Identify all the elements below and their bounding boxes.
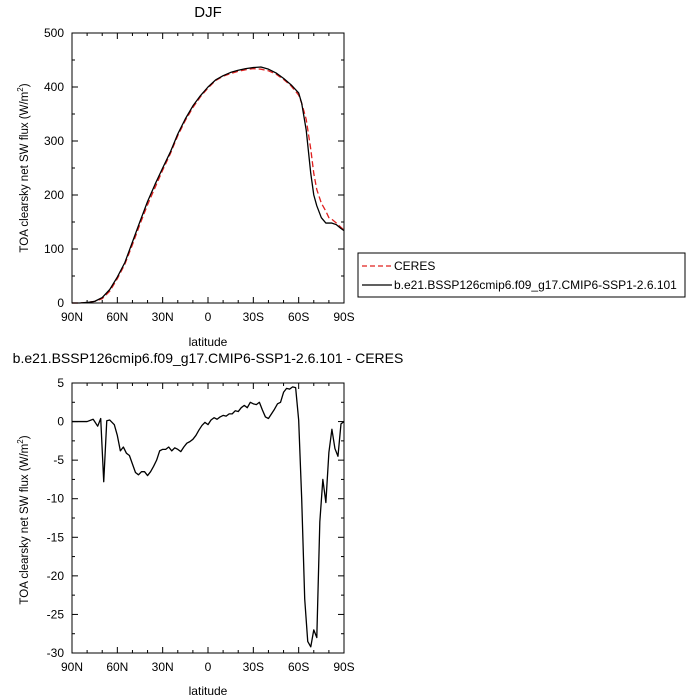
top-x-tick-label: 90N bbox=[61, 310, 83, 324]
top-y-axis-label: TOA clearsky net SW flux (W/m2) bbox=[16, 83, 31, 252]
bottom-y-tick-label: -5 bbox=[53, 453, 64, 467]
bottom-y-tick-label: -10 bbox=[47, 492, 65, 506]
top-series-line-ceres bbox=[72, 67, 345, 304]
top-y-tick-label: 500 bbox=[44, 26, 64, 40]
bottom-y-tick-label: -20 bbox=[47, 569, 65, 583]
top-x-axis-label: latitude bbox=[189, 335, 228, 349]
bottom-x-tick-label: 30N bbox=[152, 660, 174, 674]
bottom-y-tick-label: 0 bbox=[57, 415, 64, 429]
top-x-tick-label: 0 bbox=[205, 310, 212, 324]
legend-label-ceres: CERES bbox=[394, 259, 435, 273]
bottom-y-tick-label: -15 bbox=[47, 530, 65, 544]
bottom-x-tick-label: 60S bbox=[288, 660, 309, 674]
top-x-tick-label: 60S bbox=[288, 310, 309, 324]
top-y-tick-label: 400 bbox=[44, 80, 64, 94]
top-y-tick-label: 0 bbox=[57, 296, 64, 310]
top-plot-frame bbox=[71, 32, 345, 304]
bottom-y-tick-label: -30 bbox=[47, 646, 65, 660]
top-series-line-b bbox=[72, 66, 345, 304]
top-x-tick-label: 30S bbox=[243, 310, 264, 324]
legend-box bbox=[357, 252, 686, 298]
top-y-tick-label: 200 bbox=[44, 188, 64, 202]
legend-label-model: b.e21.BSSP126cmip6.f09_g17.CMIP6-SSP1-2.… bbox=[394, 278, 677, 292]
bottom-series-line-0 bbox=[72, 386, 345, 648]
svg-text:TOA clearsky net SW flux (W/m2: TOA clearsky net SW flux (W/m2) bbox=[16, 83, 31, 252]
bottom-chart-title: b.e21.BSSP126cmip6.f09_g17.CMIP6-SSP1-2.… bbox=[13, 350, 404, 366]
top-y-tick-label: 300 bbox=[44, 134, 64, 148]
bottom-y-tick-label: -25 bbox=[47, 607, 65, 621]
top-panel: DJF TOA clearsky net SW flux (W/m2) 90N 6… bbox=[16, 4, 355, 349]
top-x-tick-label: 60N bbox=[106, 310, 128, 324]
top-x-tick-label: 30N bbox=[152, 310, 174, 324]
top-chart-title: DJF bbox=[194, 4, 222, 21]
top-x-tick-label: 90S bbox=[333, 310, 354, 324]
bottom-panel: b.e21.BSSP126cmip6.f09_g17.CMIP6-SSP1-2.… bbox=[13, 350, 404, 698]
svg-text:TOA clearsky net SW flux (W/m2: TOA clearsky net SW flux (W/m2) bbox=[16, 435, 31, 604]
legend: CERES b.e21.BSSP126cmip6.f09_g17.CMIP6-S… bbox=[357, 252, 686, 298]
bottom-x-tick-label: 60N bbox=[106, 660, 128, 674]
bottom-x-tick-label: 90S bbox=[333, 660, 354, 674]
bottom-y-tick-label: 5 bbox=[57, 376, 64, 390]
top-y-tick-label: 100 bbox=[44, 242, 64, 256]
bottom-x-tick-label: 30S bbox=[243, 660, 264, 674]
bottom-x-axis-label: latitude bbox=[189, 684, 228, 698]
bottom-y-axis-label: TOA clearsky net SW flux (W/m2) bbox=[16, 435, 31, 604]
bottom-x-tick-label: 90N bbox=[61, 660, 83, 674]
bottom-x-tick-label: 0 bbox=[205, 660, 212, 674]
